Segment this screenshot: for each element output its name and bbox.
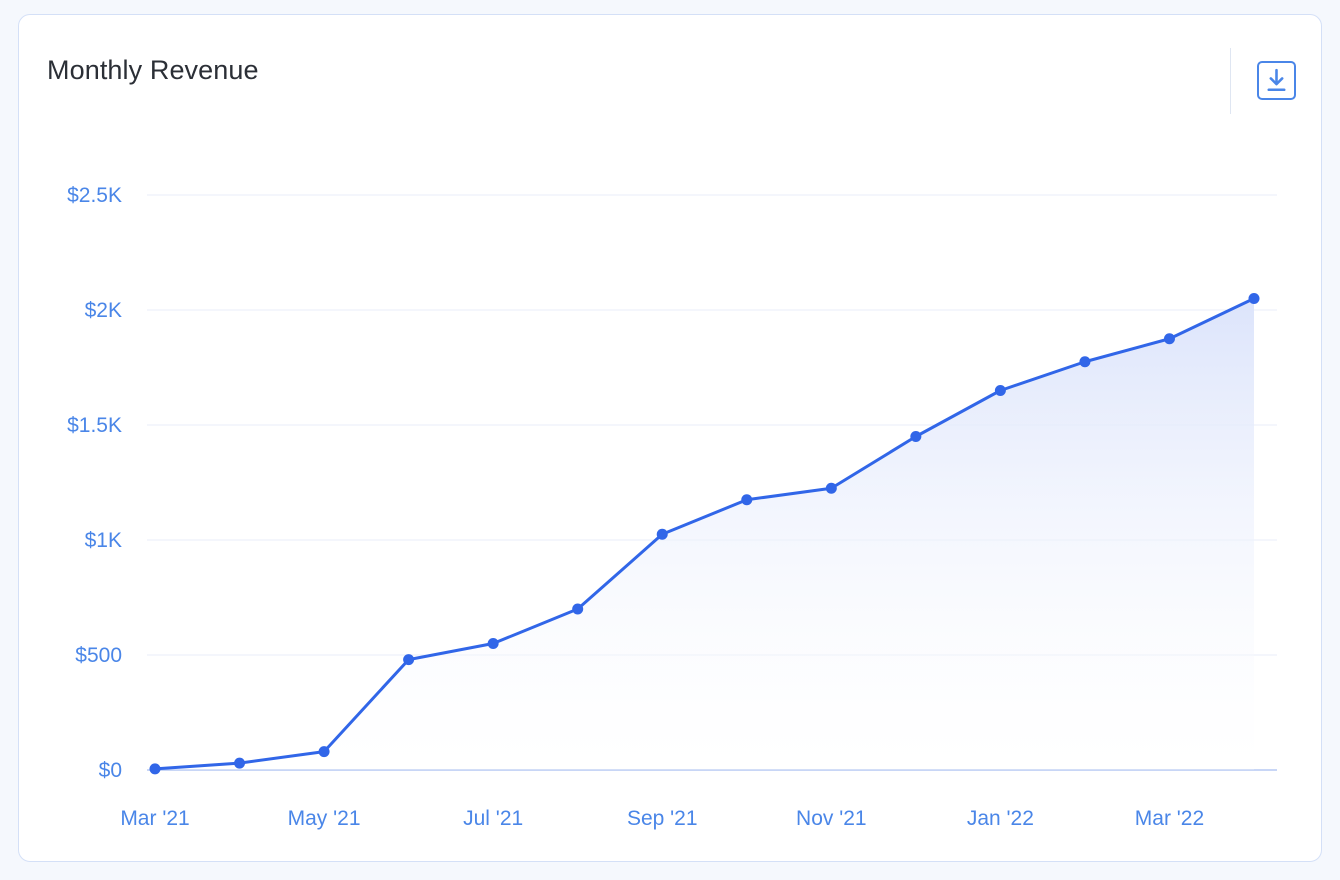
data-point[interactable]: [656, 528, 668, 540]
data-point[interactable]: [994, 385, 1006, 396]
x-tick-label: Jul '21: [463, 807, 523, 830]
area-fill: [155, 298, 1254, 770]
data-point[interactable]: [1163, 333, 1175, 345]
data-point[interactable]: [572, 603, 584, 615]
series-area: [155, 298, 1254, 770]
x-tick-label: Mar '21: [120, 807, 189, 830]
data-point[interactable]: [825, 482, 837, 494]
data-point[interactable]: [910, 431, 922, 442]
x-tick-label: May '21: [288, 807, 361, 830]
data-point[interactable]: [487, 638, 499, 649]
data-point[interactable]: [149, 763, 161, 775]
x-tick-label: Mar '22: [1135, 807, 1204, 830]
data-point[interactable]: [234, 757, 246, 769]
y-tick-label: $2K: [85, 299, 122, 322]
x-tick-label: Jan '22: [967, 807, 1034, 830]
data-points: [149, 293, 1260, 775]
toolbar-divider: [1230, 48, 1231, 114]
y-tick-label: $2.5K: [67, 184, 122, 207]
chart-title: Monthly Revenue: [47, 55, 259, 85]
data-point[interactable]: [318, 746, 330, 758]
series-line: [153, 297, 1256, 771]
data-point[interactable]: [1079, 356, 1091, 368]
x-tick-label: Sep '21: [627, 807, 698, 830]
data-point[interactable]: [1248, 293, 1260, 304]
y-tick-label: $500: [75, 644, 122, 667]
x-tick-label: Nov '21: [796, 807, 867, 830]
data-point[interactable]: [741, 494, 753, 506]
series-line-path: [153, 297, 1256, 771]
x-axis-ticks: Mar '21 May '21 Jul '21 Sep '21 Nov '21 Jan '…: [120, 807, 1204, 830]
y-tick-label: $0: [99, 759, 122, 782]
y-axis-ticks: $0 $500 $1K $1.5K $2K $2.5K: [67, 184, 122, 782]
y-tick-label: $1K: [85, 529, 122, 552]
data-point[interactable]: [403, 654, 415, 666]
download-icon: [1267, 68, 1286, 92]
y-tick-label: $1.5K: [67, 414, 122, 437]
download-button[interactable]: [1257, 61, 1296, 100]
